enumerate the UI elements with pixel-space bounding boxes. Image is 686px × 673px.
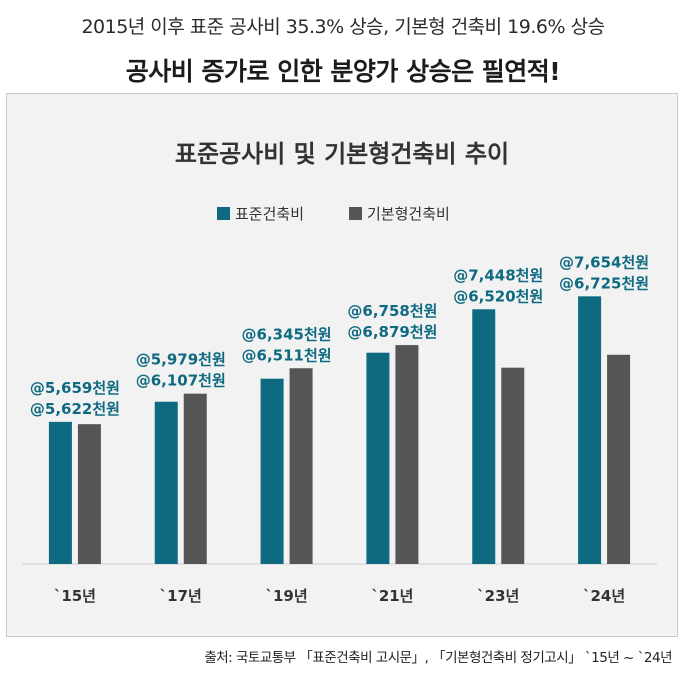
bar-2-6: [607, 354, 631, 564]
data-label-2-b: @6,107천원: [136, 372, 226, 390]
legend-swatch-2: [349, 207, 362, 220]
data-label-1-b: @5,622천원: [30, 400, 120, 418]
headline-line-2: 공사비 증가로 인한 분양가 상승은 필연적!: [125, 57, 561, 86]
x-tick-label-5: `23년: [477, 587, 519, 605]
source-note: 출처: 국토교통부 「표준건축비 고시문」, 「기본형건축비 정기고시」 `15…: [204, 650, 672, 666]
bar-2-5: [501, 367, 525, 564]
x-tick-label-2: `17년: [160, 587, 202, 605]
bar-1-2: [154, 401, 178, 564]
data-label-1-a: @5,659천원: [30, 379, 120, 397]
legend-swatch-1: [217, 207, 230, 220]
bar-1-6: [578, 296, 602, 564]
bar-2-4: [395, 345, 419, 564]
data-label-2-a: @5,979천원: [136, 351, 226, 369]
bar-1-4: [366, 352, 390, 564]
data-label-6-a: @7,654천원: [559, 253, 649, 271]
headline-line-1: 2015년 이후 표준 공사비 35.3% 상승, 기본형 건축비 19.6% …: [81, 16, 605, 38]
data-label-4-a: @6,758천원: [347, 302, 437, 320]
chart-title: 표준공사비 및 기본형건축비 추이: [175, 140, 509, 168]
data-label-3-a: @6,345천원: [242, 325, 332, 343]
data-label-4-b: @6,879천원: [347, 323, 437, 341]
bar-1-5: [472, 309, 496, 564]
x-tick-label-6: `24년: [583, 587, 625, 605]
x-tick-label-4: `21년: [371, 587, 413, 605]
data-label-5-a: @7,448천원: [453, 266, 543, 284]
data-label-3-b: @6,511천원: [242, 346, 332, 364]
data-label-6-b: @6,725천원: [559, 274, 649, 292]
data-label-5-b: @6,520천원: [453, 287, 543, 305]
bar-2-3: [289, 368, 313, 564]
bar-2-2: [183, 393, 207, 564]
x-tick-label-1: `15년: [54, 587, 96, 605]
bar-1-1: [48, 421, 72, 564]
bar-2-1: [77, 424, 101, 564]
bar-1-3: [260, 378, 284, 564]
x-tick-label-3: `19년: [265, 587, 307, 605]
legend-label-1: 표준건축비: [235, 205, 304, 223]
legend-label-2: 기본형건축비: [367, 205, 450, 223]
